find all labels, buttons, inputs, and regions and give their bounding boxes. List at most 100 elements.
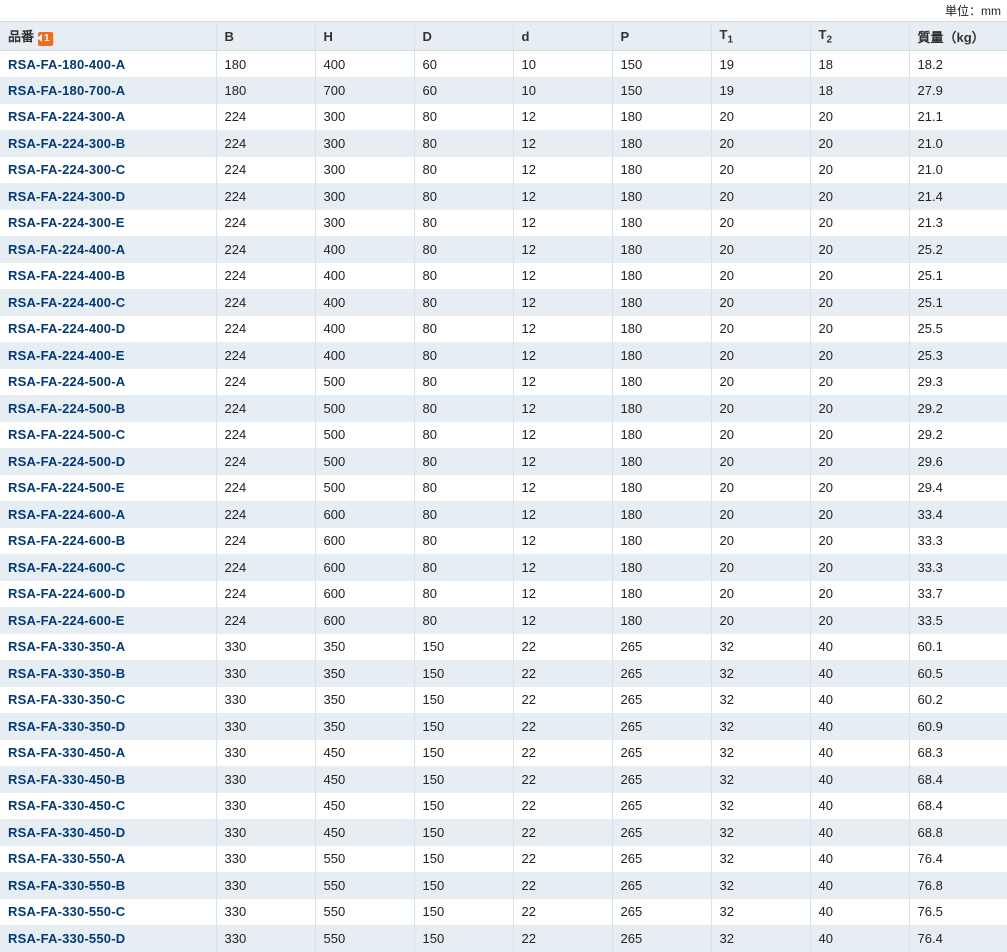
cell-D: 150 bbox=[414, 766, 513, 793]
cell-mass: 68.8 bbox=[909, 819, 1007, 846]
cell-H: 300 bbox=[315, 183, 414, 210]
cell-D: 60 bbox=[414, 77, 513, 104]
cell-T2: 20 bbox=[810, 183, 909, 210]
cell-mass: 76.4 bbox=[909, 846, 1007, 873]
cell-T1: 20 bbox=[711, 289, 810, 316]
cell-part-number: RSA-FA-224-300-B bbox=[0, 130, 216, 157]
cell-B: 224 bbox=[216, 210, 315, 237]
cell-d: 22 bbox=[513, 925, 612, 952]
cell-H: 400 bbox=[315, 342, 414, 369]
cell-D: 80 bbox=[414, 501, 513, 528]
cell-B: 224 bbox=[216, 528, 315, 555]
cell-T2: 40 bbox=[810, 793, 909, 820]
cell-part-number: RSA-FA-330-550-A bbox=[0, 846, 216, 873]
col-label: D bbox=[423, 29, 432, 44]
cell-B: 330 bbox=[216, 713, 315, 740]
cell-P: 180 bbox=[612, 369, 711, 396]
cell-d: 12 bbox=[513, 475, 612, 502]
cell-part-number: RSA-FA-224-400-B bbox=[0, 263, 216, 290]
cell-B: 224 bbox=[216, 236, 315, 263]
cell-D: 150 bbox=[414, 660, 513, 687]
col-header-mass: 質量（kg） bbox=[909, 22, 1007, 51]
cell-mass: 76.5 bbox=[909, 899, 1007, 926]
cell-part-number: RSA-FA-330-450-D bbox=[0, 819, 216, 846]
table-body: RSA-FA-180-400-A180400 6010150191818.2RS… bbox=[0, 51, 1007, 952]
cell-mass: 25.1 bbox=[909, 289, 1007, 316]
cell-d: 22 bbox=[513, 846, 612, 873]
cell-part-number: RSA-FA-330-350-A bbox=[0, 634, 216, 661]
cell-part-number: RSA-FA-224-400-E bbox=[0, 342, 216, 369]
cell-H: 300 bbox=[315, 130, 414, 157]
cell-D: 150 bbox=[414, 634, 513, 661]
cell-P: 180 bbox=[612, 501, 711, 528]
cell-T1: 20 bbox=[711, 554, 810, 581]
col-header-d: d bbox=[513, 22, 612, 51]
cell-H: 550 bbox=[315, 899, 414, 926]
cell-P: 180 bbox=[612, 183, 711, 210]
cell-B: 224 bbox=[216, 448, 315, 475]
cell-part-number: RSA-FA-224-300-C bbox=[0, 157, 216, 184]
cell-T2: 40 bbox=[810, 687, 909, 714]
cell-mass: 21.3 bbox=[909, 210, 1007, 237]
cell-H: 400 bbox=[315, 51, 414, 78]
table-row: RSA-FA-224-600-B224600 8012180202033.3 bbox=[0, 528, 1007, 555]
table-row: RSA-FA-180-700-A180700 6010150191827.9 bbox=[0, 77, 1007, 104]
cell-D: 80 bbox=[414, 607, 513, 634]
cell-P: 265 bbox=[612, 899, 711, 926]
table-row: RSA-FA-330-550-D33055015022265324076.4 bbox=[0, 925, 1007, 952]
table-row: RSA-FA-224-400-B224400 8012180202025.1 bbox=[0, 263, 1007, 290]
table-row: RSA-FA-330-550-B33055015022265324076.8 bbox=[0, 872, 1007, 899]
cell-mass: 29.2 bbox=[909, 422, 1007, 449]
cell-D: 80 bbox=[414, 528, 513, 555]
cell-P: 180 bbox=[612, 395, 711, 422]
cell-d: 12 bbox=[513, 342, 612, 369]
table-row: RSA-FA-224-600-A224600 8012180202033.4 bbox=[0, 501, 1007, 528]
cell-T1: 32 bbox=[711, 740, 810, 767]
cell-T2: 40 bbox=[810, 740, 909, 767]
cell-T2: 18 bbox=[810, 51, 909, 78]
table-row: RSA-FA-330-350-B33035015022265324060.5 bbox=[0, 660, 1007, 687]
cell-H: 600 bbox=[315, 607, 414, 634]
cell-d: 22 bbox=[513, 819, 612, 846]
cell-P: 265 bbox=[612, 872, 711, 899]
cell-T1: 32 bbox=[711, 660, 810, 687]
cell-d: 12 bbox=[513, 183, 612, 210]
cell-d: 12 bbox=[513, 501, 612, 528]
cell-H: 400 bbox=[315, 316, 414, 343]
cell-T2: 40 bbox=[810, 819, 909, 846]
cell-T1: 20 bbox=[711, 369, 810, 396]
cell-H: 350 bbox=[315, 687, 414, 714]
cell-T2: 40 bbox=[810, 899, 909, 926]
cell-P: 265 bbox=[612, 793, 711, 820]
cell-T2: 40 bbox=[810, 660, 909, 687]
cell-part-number: RSA-FA-224-500-B bbox=[0, 395, 216, 422]
cell-H: 400 bbox=[315, 289, 414, 316]
cell-part-number: RSA-FA-224-400-C bbox=[0, 289, 216, 316]
sort-badge-icon[interactable]: 1 bbox=[38, 32, 53, 46]
cell-d: 22 bbox=[513, 634, 612, 661]
cell-B: 224 bbox=[216, 369, 315, 396]
cell-part-number: RSA-FA-224-600-C bbox=[0, 554, 216, 581]
cell-H: 350 bbox=[315, 713, 414, 740]
cell-D: 150 bbox=[414, 819, 513, 846]
cell-D: 80 bbox=[414, 316, 513, 343]
cell-part-number: RSA-FA-224-600-A bbox=[0, 501, 216, 528]
cell-P: 265 bbox=[612, 634, 711, 661]
cell-d: 10 bbox=[513, 51, 612, 78]
cell-B: 224 bbox=[216, 554, 315, 581]
cell-P: 265 bbox=[612, 660, 711, 687]
col-label: P bbox=[621, 29, 630, 44]
cell-mass: 21.1 bbox=[909, 104, 1007, 131]
cell-T2: 20 bbox=[810, 369, 909, 396]
table-row: RSA-FA-224-400-D224400 8012180202025.5 bbox=[0, 316, 1007, 343]
col-header-H: H bbox=[315, 22, 414, 51]
cell-H: 350 bbox=[315, 634, 414, 661]
cell-d: 12 bbox=[513, 263, 612, 290]
cell-B: 224 bbox=[216, 422, 315, 449]
cell-B: 224 bbox=[216, 157, 315, 184]
cell-d: 12 bbox=[513, 157, 612, 184]
cell-d: 12 bbox=[513, 210, 612, 237]
cell-part-number: RSA-FA-330-450-B bbox=[0, 766, 216, 793]
col-header-part[interactable]: 品番1 bbox=[0, 22, 216, 51]
table-row: RSA-FA-224-500-D224500 8012180202029.6 bbox=[0, 448, 1007, 475]
